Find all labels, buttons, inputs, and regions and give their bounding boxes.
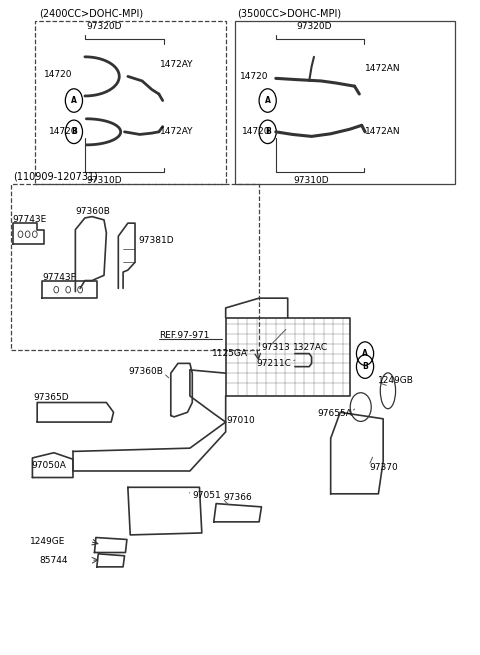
Text: B: B [362,362,368,371]
Text: 14720: 14720 [49,127,78,136]
Text: 97655A: 97655A [317,409,352,418]
Text: (3500CC>DOHC-MPI): (3500CC>DOHC-MPI) [238,9,342,18]
Text: 14720: 14720 [240,72,268,81]
Text: 97370: 97370 [370,462,398,472]
Bar [35,21,226,184]
Text: 97010: 97010 [227,416,255,424]
Text: 1472AN: 1472AN [365,127,401,136]
Bar [235,21,455,184]
Text: 14720: 14720 [44,70,73,79]
Text: 97360B: 97360B [75,207,110,216]
Text: 1472AN: 1472AN [365,64,401,73]
Text: 97310D: 97310D [294,176,329,185]
Text: 1327AC: 1327AC [293,343,329,352]
Text: REF.97-971: REF.97-971 [159,331,209,341]
Text: 1472AY: 1472AY [160,60,193,69]
Text: B: B [265,127,271,136]
Text: B: B [71,127,77,136]
Text: A: A [265,96,271,105]
Text: 1249GB: 1249GB [378,377,414,386]
Text: 97320D: 97320D [86,22,122,31]
Text: 97743E: 97743E [12,215,46,225]
Text: 97050A: 97050A [31,461,66,470]
Text: 97211C: 97211C [256,359,291,368]
Text: 1249GE: 1249GE [30,537,66,546]
Text: A: A [362,349,368,358]
Text: 14720: 14720 [242,127,271,136]
Text: 97313: 97313 [262,343,290,352]
Text: (110909-120731): (110909-120731) [13,172,98,181]
Text: 97366: 97366 [223,493,252,502]
Text: 1125GA: 1125GA [212,349,248,358]
Bar [11,184,259,350]
Text: 97381D: 97381D [139,236,174,245]
Text: 97743F: 97743F [42,272,76,282]
Text: (2400CC>DOHC-MPI): (2400CC>DOHC-MPI) [39,9,144,18]
Text: 97320D: 97320D [296,22,332,31]
Text: 97051: 97051 [192,491,221,500]
Text: 97360B: 97360B [129,367,164,377]
Text: 97365D: 97365D [34,393,70,402]
Text: 85744: 85744 [40,556,68,565]
Text: A: A [71,96,77,105]
Text: 97310D: 97310D [86,176,122,185]
Text: 1472AY: 1472AY [160,127,193,136]
